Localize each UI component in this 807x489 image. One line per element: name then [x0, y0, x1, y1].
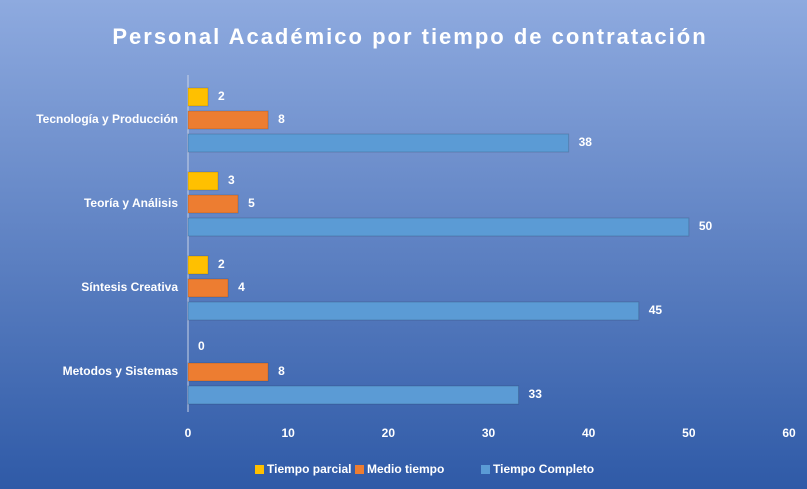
data-label: 0 [198, 339, 205, 353]
legend-swatch [481, 465, 490, 474]
y-tick-label: Metodos y Sistemas [63, 364, 179, 378]
bar [187, 278, 229, 298]
data-label: 8 [278, 364, 285, 378]
bar [187, 110, 269, 130]
data-label: 4 [238, 280, 245, 294]
bar [187, 301, 640, 321]
data-label: 45 [649, 303, 663, 317]
y-tick-label: Síntesis Creativa [81, 280, 178, 294]
legend-label: Tiempo Completo [493, 462, 594, 476]
data-label: 50 [699, 219, 713, 233]
x-tick-label: 60 [782, 426, 796, 440]
bar [187, 194, 239, 214]
data-label: 8 [278, 112, 285, 126]
bar [187, 217, 690, 237]
data-label: 3 [228, 173, 235, 187]
bar [187, 255, 209, 275]
x-tick-label: 30 [482, 426, 496, 440]
bar [187, 362, 269, 382]
x-tick-label: 20 [382, 426, 396, 440]
data-label: 5 [248, 196, 255, 210]
legend-label: Tiempo parcial [267, 462, 351, 476]
bar [187, 87, 209, 107]
legend-swatch [355, 465, 364, 474]
x-tick-label: 0 [185, 426, 192, 440]
x-tick-label: 10 [281, 426, 295, 440]
bar [187, 385, 520, 405]
x-tick-label: 50 [682, 426, 696, 440]
x-tick-label: 40 [582, 426, 596, 440]
legend-label: Medio tiempo [367, 462, 444, 476]
data-label: 38 [579, 135, 593, 149]
data-label: 2 [218, 257, 225, 271]
y-tick-label: Teoría y Análisis [84, 196, 178, 210]
bar [187, 171, 219, 191]
chart-title: Personal Académico por tiempo de contrat… [112, 24, 707, 49]
data-label: 2 [218, 89, 225, 103]
legend-swatch [255, 465, 264, 474]
y-tick-label: Tecnología y Producción [36, 112, 178, 126]
bar [187, 133, 570, 153]
data-label: 33 [529, 387, 543, 401]
